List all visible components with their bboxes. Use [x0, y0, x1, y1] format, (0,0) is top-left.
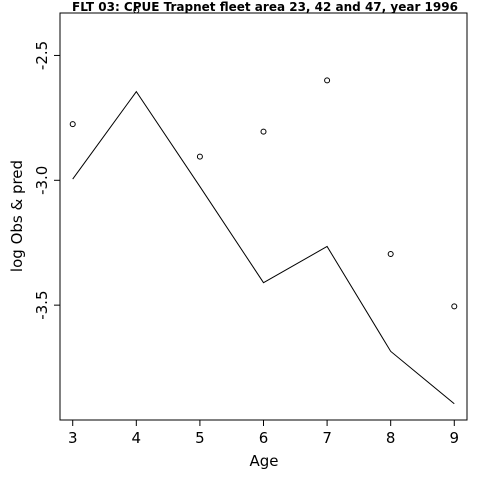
observed-point: [133, 7, 140, 14]
observed-point: [196, 153, 203, 160]
observed-point: [69, 121, 76, 128]
x-tick-label: 6: [259, 429, 269, 447]
y-axis-label: log Obs & pred: [8, 160, 26, 272]
x-tick-label: 8: [386, 429, 396, 447]
predicted-line: [72, 90, 455, 405]
y-axis: -2.5 -3.0 -3.5: [33, 41, 60, 320]
x-axis: 3 4 5 6 7 8 9: [68, 420, 459, 447]
plot-frame: [59, 12, 468, 421]
series-layer: [69, 7, 458, 405]
x-tick-label: 7: [322, 429, 332, 447]
y-tick-label: -3.0: [33, 166, 51, 195]
observed-point: [387, 250, 394, 257]
x-tick-label: 4: [132, 429, 142, 447]
x-tick-label: 9: [450, 429, 460, 447]
x-tick-label: 5: [195, 429, 205, 447]
x-axis-label: Age: [249, 452, 278, 470]
observed-point: [324, 77, 331, 84]
y-tick-label: -3.5: [33, 291, 51, 320]
x-tick-label: 3: [68, 429, 78, 447]
chart-title: FLT 03: CPUE Trapnet fleet area 23, 42 a…: [72, 0, 458, 14]
y-tick-label: -2.5: [33, 41, 51, 70]
observed-point: [260, 128, 267, 135]
observed-point: [451, 303, 458, 310]
